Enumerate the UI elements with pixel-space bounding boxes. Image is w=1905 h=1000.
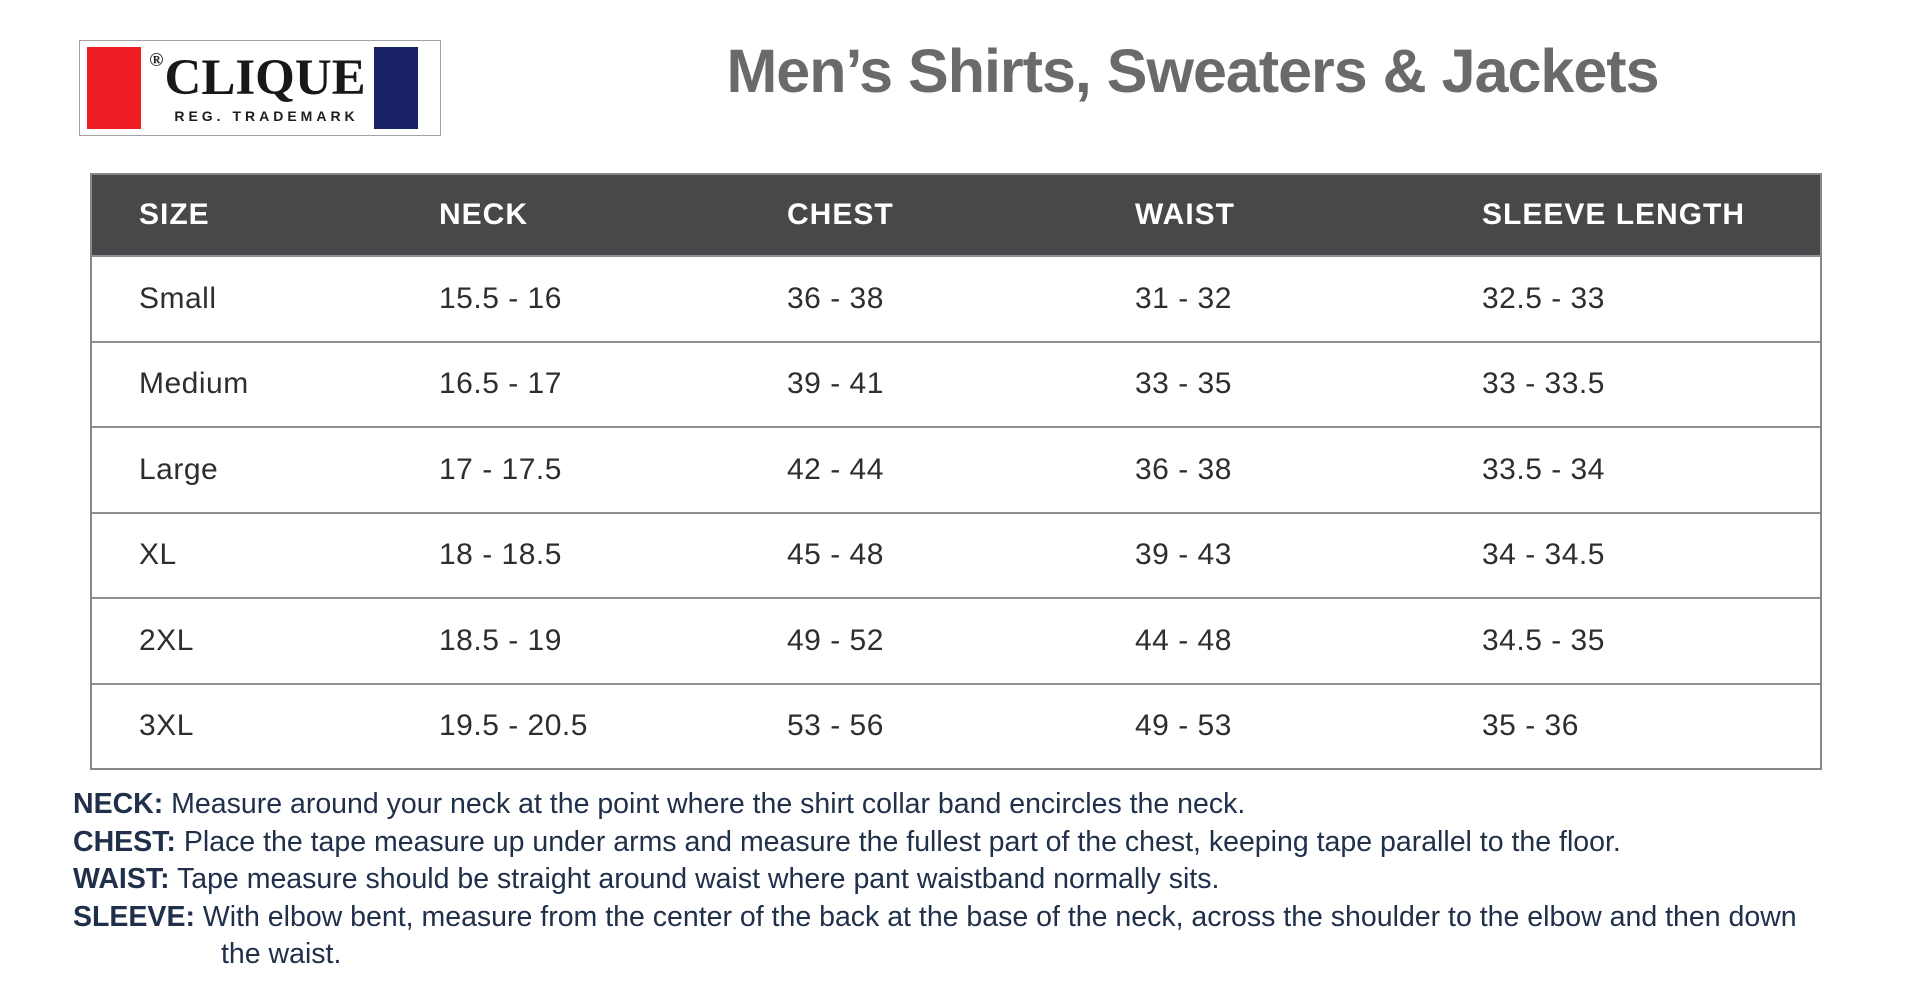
note-neck-text: Measure around your neck at the point wh… bbox=[171, 788, 1246, 820]
cell-size: Small bbox=[139, 281, 217, 315]
note-chest: CHEST: Place the tape measure up under a… bbox=[73, 824, 1843, 862]
size-table: SIZE NECK CHEST WAIST SLEEVE LENGTH Smal… bbox=[90, 173, 1822, 770]
cell-chest: 45 - 48 bbox=[787, 538, 884, 572]
cell-size: 2XL bbox=[139, 623, 194, 657]
table-row-large: Large 17 - 17.5 42 - 44 36 - 38 33.5 - 3… bbox=[92, 426, 1820, 512]
cell-neck: 16.5 - 17 bbox=[439, 367, 562, 401]
header-cell-size: SIZE bbox=[139, 198, 210, 231]
cell-neck: 19.5 - 20.5 bbox=[439, 709, 588, 743]
logo-tagline: REG. TRADEMARK bbox=[174, 108, 359, 124]
table-header-row: SIZE NECK CHEST WAIST SLEEVE LENGTH bbox=[92, 175, 1820, 255]
cell-size: 3XL bbox=[139, 709, 194, 743]
note-waist: WAIST: Tape measure should be straight a… bbox=[73, 861, 1843, 899]
table-row-xl: XL 18 - 18.5 45 - 48 39 - 43 34 - 34.5 bbox=[92, 511, 1820, 597]
cell-chest: 42 - 44 bbox=[787, 452, 884, 486]
note-sleeve-label: SLEEVE: bbox=[73, 900, 195, 933]
cell-sleeve: 32.5 - 33 bbox=[1482, 281, 1605, 315]
note-neck: NECK: Measure around your neck at the po… bbox=[73, 786, 1843, 824]
table-row-2xl: 2XL 18.5 - 19 49 - 52 44 - 48 34.5 - 35 bbox=[92, 597, 1820, 683]
header-cell-chest: CHEST bbox=[787, 198, 894, 231]
brand-name: CLIQUE bbox=[164, 50, 366, 106]
cell-neck: 15.5 - 16 bbox=[439, 281, 562, 315]
table-row-3xl: 3XL 19.5 - 20.5 53 - 56 49 - 53 35 - 36 bbox=[92, 682, 1820, 768]
cell-size: XL bbox=[139, 538, 177, 572]
page-title: Men’s Shirts, Sweaters & Jackets bbox=[726, 37, 1659, 105]
cell-waist: 33 - 35 bbox=[1135, 367, 1232, 401]
cell-waist: 36 - 38 bbox=[1135, 452, 1232, 486]
cell-sleeve: 34 - 34.5 bbox=[1482, 538, 1605, 572]
table-row-medium: Medium 16.5 - 17 39 - 41 33 - 35 33 - 33… bbox=[92, 340, 1820, 426]
note-chest-label: CHEST: bbox=[73, 825, 176, 858]
cell-neck: 17 - 17.5 bbox=[439, 452, 562, 486]
registered-trademark-symbol: ® bbox=[149, 50, 164, 71]
note-sleeve: SLEEVE: With elbow bent, measure from th… bbox=[73, 899, 1843, 974]
note-sleeve-text: With elbow bent, measure from the center… bbox=[202, 900, 1797, 971]
cell-chest: 39 - 41 bbox=[787, 367, 884, 401]
logo-red-block bbox=[87, 47, 141, 129]
note-waist-text: Tape measure should be straight around w… bbox=[176, 863, 1220, 895]
cell-sleeve: 35 - 36 bbox=[1482, 709, 1579, 743]
cell-waist: 39 - 43 bbox=[1135, 538, 1232, 572]
cell-sleeve: 33.5 - 34 bbox=[1482, 452, 1605, 486]
cell-neck: 18.5 - 19 bbox=[439, 623, 562, 657]
cell-waist: 31 - 32 bbox=[1135, 281, 1232, 315]
note-chest-text: Place the tape measure up under arms and… bbox=[183, 825, 1621, 858]
note-waist-label: WAIST: bbox=[73, 863, 170, 895]
cell-size: Large bbox=[139, 452, 219, 486]
header-cell-neck: NECK bbox=[439, 198, 529, 231]
measurement-notes: NECK: Measure around your neck at the po… bbox=[73, 786, 1843, 974]
logo-navy-block bbox=[374, 47, 418, 129]
note-neck-label: NECK: bbox=[73, 788, 164, 820]
cell-size: Medium bbox=[139, 367, 249, 401]
cell-chest: 53 - 56 bbox=[787, 709, 884, 743]
brand-name-line: ®CLIQUE bbox=[141, 50, 374, 106]
cell-sleeve: 33 - 33.5 bbox=[1482, 367, 1605, 401]
clique-logo: ®CLIQUE REG. TRADEMARK bbox=[79, 40, 441, 136]
cell-chest: 36 - 38 bbox=[787, 281, 884, 315]
cell-neck: 18 - 18.5 bbox=[439, 538, 562, 572]
cell-waist: 44 - 48 bbox=[1135, 623, 1232, 657]
table-row-small: Small 15.5 - 16 36 - 38 31 - 32 32.5 - 3… bbox=[92, 255, 1820, 341]
logo-text-block: ®CLIQUE REG. TRADEMARK bbox=[141, 50, 374, 124]
header-cell-waist: WAIST bbox=[1135, 198, 1235, 231]
header-cell-sleeve-length: SLEEVE LENGTH bbox=[1482, 198, 1746, 231]
cell-chest: 49 - 52 bbox=[787, 623, 884, 657]
cell-sleeve: 34.5 - 35 bbox=[1482, 623, 1605, 657]
cell-waist: 49 - 53 bbox=[1135, 709, 1232, 743]
